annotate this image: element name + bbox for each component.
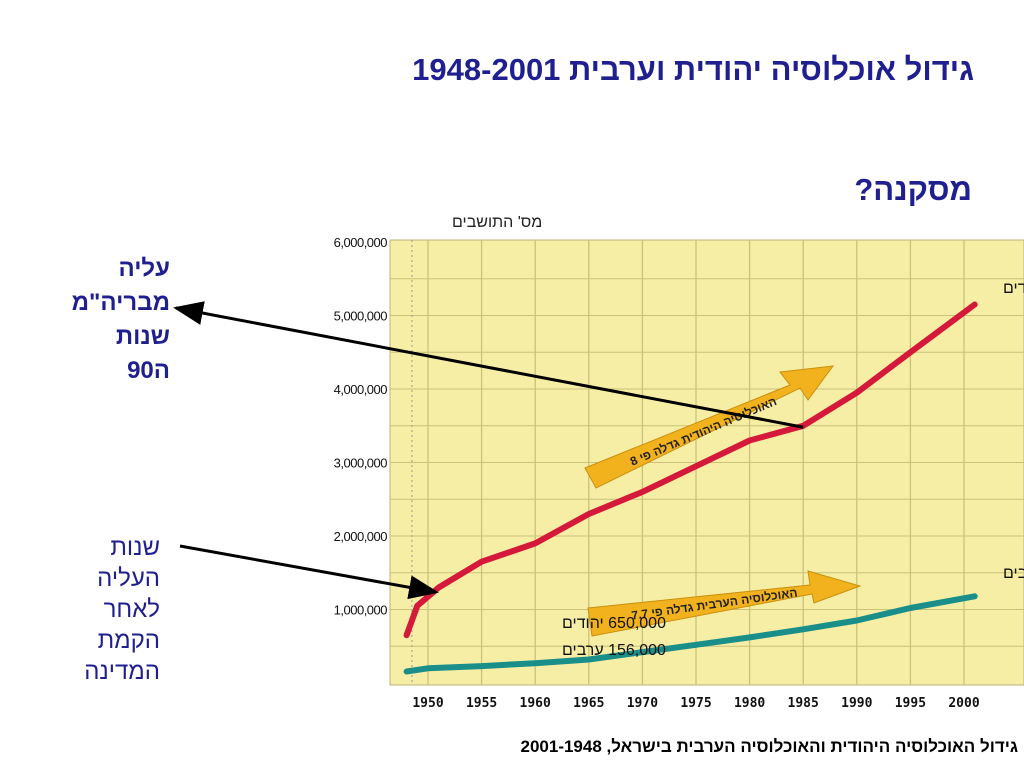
pointer-arrow-aliyah-90s xyxy=(173,301,804,429)
post-independence-aliyah-note: שנות העליה לאחר הקמת המדינה xyxy=(20,532,160,687)
note-line: לאחר xyxy=(103,596,160,623)
note-line: עליה xyxy=(118,255,170,282)
note-line: שנות xyxy=(115,323,170,350)
y-tick-label: 3,000,000 xyxy=(334,456,388,471)
note-line: המדינה xyxy=(84,658,160,685)
note-line: ה90 xyxy=(127,357,170,384)
note-line: הקמת xyxy=(97,627,160,654)
grid xyxy=(390,240,1024,685)
arabs-end-label: 1,200,000 ערבים xyxy=(1003,565,1024,582)
arab-growth-arrow xyxy=(587,570,862,637)
value-labels: 5,200,000 יהודים 1,200,000 ערבים 650,000 י… xyxy=(562,280,1024,659)
jews-start-label: 650,000 יהודים xyxy=(562,615,666,632)
jews-end-label: 5,200,000 יהודים xyxy=(1003,280,1024,297)
x-tick-label: 1970 xyxy=(627,696,658,711)
y-tick-label: 6,000,000 xyxy=(334,235,388,250)
y-axis-label: מס' התושבים xyxy=(452,214,542,231)
x-tick-label: 1995 xyxy=(895,696,926,711)
pointer-arrows xyxy=(173,301,804,600)
x-tick-label: 1985 xyxy=(788,696,819,711)
x-axis: 1950 1955 1960 1965 1970 1975 1980 1985 1990 1995… xyxy=(412,696,979,711)
pointer-arrow-post-independence xyxy=(179,544,439,600)
jewish-growth-arrow xyxy=(584,365,835,489)
y-axis: 1,000,000 2,000,000 3,000,000 4,000,000 5,00… xyxy=(334,235,388,618)
x-tick-label: 1975 xyxy=(680,696,711,711)
note-line: שנות xyxy=(110,534,160,561)
x-tick-label: 2000 xyxy=(948,696,979,711)
series-line-arabs xyxy=(403,593,978,675)
x-tick-label: 1990 xyxy=(841,696,872,711)
slide-title: גידול אוכלוסיה יהודית וערבית 1948-2001 xyxy=(412,52,974,87)
x-tick-label: 1955 xyxy=(466,696,497,711)
y-tick-label: 4,000,000 xyxy=(334,382,388,397)
note-line: העליה xyxy=(97,565,160,592)
y-tick-label: 2,000,000 xyxy=(334,529,388,544)
aliyah-90s-note: עליה מבריה"מ שנות ה90 xyxy=(20,252,170,388)
x-tick-label: 1950 xyxy=(412,696,443,711)
x-tick-label: 1960 xyxy=(520,696,551,711)
chart-caption: גידול האוכלוסיה היהודית והאוכלוסיה הערבי… xyxy=(520,737,1019,756)
arabs-start-label: 156,000 ערבים xyxy=(562,642,666,659)
slide-subtitle: מסקנה? xyxy=(854,172,972,207)
y-tick-label: 1,000,000 xyxy=(334,603,388,618)
y-tick-label: 5,000,000 xyxy=(334,309,388,324)
x-tick-label: 1965 xyxy=(573,696,604,711)
note-line: מבריה"מ xyxy=(71,289,170,316)
x-tick-label: 1980 xyxy=(734,696,765,711)
